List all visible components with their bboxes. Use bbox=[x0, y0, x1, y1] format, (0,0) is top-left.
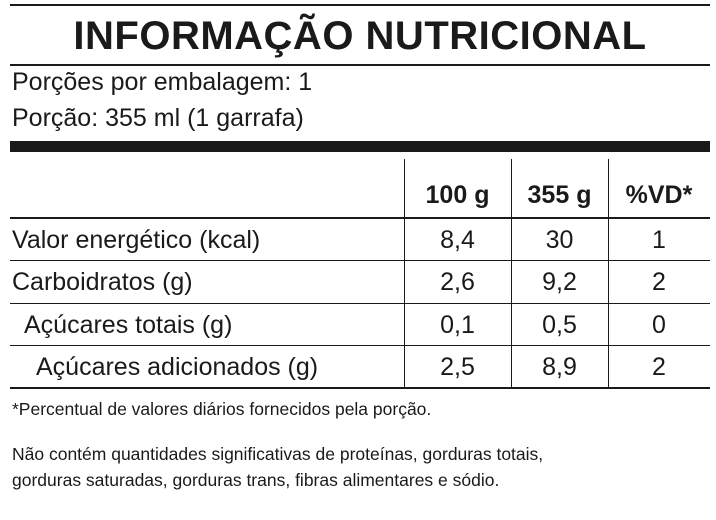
header-divider bbox=[10, 217, 710, 219]
row-label-energy: Valor energético (kcal) bbox=[12, 226, 261, 254]
top-border bbox=[10, 4, 710, 6]
row-label-total-sugars: Açúcares totais (g) bbox=[24, 311, 233, 339]
column-divider-1 bbox=[404, 159, 405, 388]
not-significant-note-line-1: Não contém quantidades significativas de… bbox=[12, 444, 544, 464]
row-value-100g: 2,6 bbox=[440, 268, 475, 296]
row-divider bbox=[10, 260, 710, 261]
row-value-100g: 0,1 bbox=[440, 311, 475, 339]
row-value-vd: 2 bbox=[652, 268, 666, 296]
row-value-serving: 0,5 bbox=[542, 311, 577, 339]
row-value-vd: 0 bbox=[652, 311, 666, 339]
row-value-vd: 1 bbox=[652, 226, 666, 254]
daily-value-footnote: *Percentual de valores diários fornecido… bbox=[12, 399, 432, 419]
label-title: INFORMAÇÃO NUTRICIONAL bbox=[73, 14, 647, 58]
serving-size: Porção: 355 ml (1 garrafa) bbox=[12, 104, 304, 132]
column-divider-2 bbox=[511, 159, 512, 388]
header-daily-value: %VD* bbox=[625, 181, 693, 209]
thick-divider bbox=[10, 141, 710, 152]
portions-per-package: Porções por embalagem: 1 bbox=[12, 68, 313, 96]
row-value-serving: 30 bbox=[545, 226, 574, 254]
row-value-100g: 2,5 bbox=[440, 353, 475, 381]
row-divider bbox=[10, 303, 710, 304]
row-label-added-sugars: Açúcares adicionados (g) bbox=[36, 353, 319, 381]
not-significant-note-line-2: gorduras saturadas, gorduras trans, fibr… bbox=[12, 470, 500, 490]
title-divider bbox=[10, 64, 710, 66]
column-divider-3 bbox=[608, 159, 609, 388]
header-per-100g: 100 g bbox=[425, 181, 490, 209]
row-divider bbox=[10, 345, 710, 346]
row-value-serving: 8,9 bbox=[542, 353, 577, 381]
nutrition-facts-label: INFORMAÇÃO NUTRICIONAL Porções por embal… bbox=[10, 4, 710, 516]
row-value-100g: 8,4 bbox=[440, 226, 475, 254]
row-value-vd: 2 bbox=[652, 353, 666, 381]
header-per-serving: 355 g bbox=[527, 181, 592, 209]
row-label-carbohydrates: Carboidratos (g) bbox=[12, 268, 193, 296]
table-bottom-divider bbox=[10, 387, 710, 389]
row-value-serving: 9,2 bbox=[542, 268, 577, 296]
